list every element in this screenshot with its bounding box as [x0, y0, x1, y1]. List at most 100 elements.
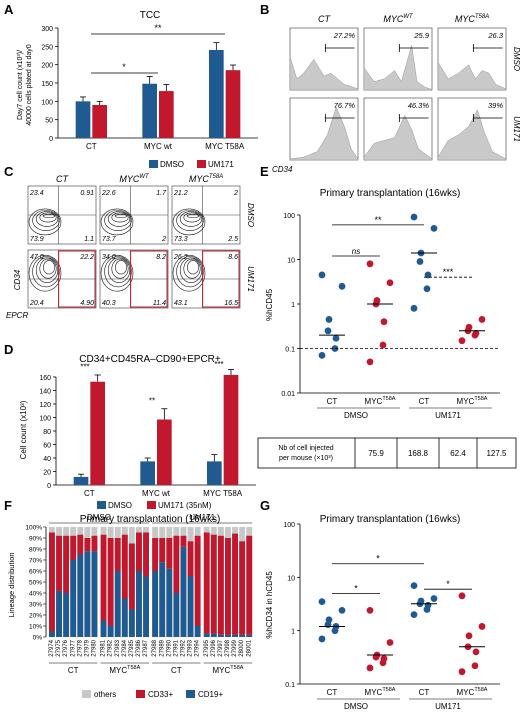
- contour-ring: [35, 257, 59, 283]
- x-tick-label: CT: [327, 688, 338, 697]
- contour-ring: [107, 211, 131, 227]
- y-tick-label: 90%: [29, 536, 42, 543]
- stack-cd33: [159, 538, 166, 563]
- mouse-id-label: 28000: [239, 639, 245, 656]
- y-tick-label: 100: [283, 213, 295, 220]
- gate-percent: 39%: [488, 101, 503, 110]
- data-point: [430, 224, 438, 232]
- histogram-area: [437, 61, 507, 91]
- stack-cd33: [107, 538, 114, 626]
- sig-label: ns: [352, 247, 360, 256]
- contour-ring: [187, 260, 199, 275]
- histogram-area: [437, 109, 507, 161]
- y-tick-label: 0.01: [281, 391, 295, 398]
- stack-cd33: [194, 535, 201, 626]
- panel-f-stacked-bars: Primary transplantation (16wks) 0% 10% 20%…: [7, 513, 252, 699]
- contour-ring: [111, 258, 129, 279]
- data-point: [458, 668, 466, 676]
- mouse-id-label: 27987: [143, 639, 149, 656]
- y-tick-label: 0%: [33, 635, 43, 642]
- stack-cd33: [56, 535, 62, 591]
- data-point: [379, 341, 387, 349]
- mouse-id-label: 27980: [92, 639, 98, 656]
- x-tick-label: MYCT58A: [365, 396, 396, 406]
- legend-swatch-dmso: [97, 501, 106, 509]
- x-tick-label: CT: [327, 397, 338, 406]
- data-point: [471, 662, 479, 670]
- quadrant-value-ll: 73.3: [174, 236, 188, 243]
- stack-cd33: [63, 535, 70, 593]
- panel-e-title: Primary transplantation (16wks): [320, 188, 461, 199]
- table-cell: 62.4: [450, 449, 466, 458]
- mouse-id-label: 27998: [225, 639, 231, 656]
- quadrant-value-lr: 1.1: [84, 236, 94, 243]
- panel-d-title: CD34+CD45RA–CD90+EPCR+: [79, 354, 221, 365]
- contour-ring: [104, 256, 132, 288]
- stack-cd33: [187, 541, 194, 577]
- legend-label: CD33+: [148, 690, 173, 699]
- x-tick-sup: T58A: [382, 687, 395, 693]
- y-tick-label: 140: [39, 389, 51, 396]
- y-tick-label: 0: [49, 136, 53, 143]
- contour-ring: [115, 213, 127, 219]
- x-tick-label: MYC T58A: [205, 142, 245, 151]
- data-point: [366, 664, 374, 672]
- sig-label: *: [446, 579, 450, 589]
- y-axis-label: %hCD34 in hCD45: [265, 571, 274, 639]
- legend-label: others: [94, 690, 116, 699]
- data-point: [325, 616, 333, 624]
- x-tick-sup: T58A: [474, 687, 487, 693]
- mouse-id-label: 27997: [218, 639, 224, 656]
- x-tick-label: CT: [84, 489, 95, 498]
- mouse-id-label: 27985: [129, 639, 135, 656]
- legend-swatch-um171: [147, 501, 156, 509]
- data-point: [325, 316, 333, 323]
- y-axis-label: Lineage distribution: [7, 552, 16, 617]
- y-tick-label: 60: [43, 443, 51, 450]
- gate-percent: 27.2%: [333, 31, 356, 40]
- y-tick-label: 20: [43, 470, 51, 477]
- column-header-sup: T58A: [475, 14, 489, 20]
- panel-letter-D: D: [4, 342, 13, 357]
- gate-percent: 76.7%: [334, 101, 356, 110]
- table-cell: 75.9: [368, 449, 384, 458]
- data-point: [366, 260, 374, 268]
- y-axis-label: %hCD45: [265, 288, 274, 321]
- y-tick-label: 50%: [29, 580, 42, 587]
- data-point: [366, 358, 374, 366]
- data-point: [458, 592, 466, 600]
- stack-cd19: [152, 571, 159, 637]
- data-point: [386, 639, 394, 646]
- stack-cd19: [187, 576, 194, 637]
- mouse-id-label: 27978: [77, 639, 83, 656]
- mouse-id-label: 27986: [136, 639, 142, 656]
- stack-cd19: [84, 551, 91, 637]
- panel-letter-B: B: [260, 2, 269, 17]
- y-axis-label: 40000 cells plated at day0: [26, 44, 33, 125]
- histogram-area: [289, 56, 359, 91]
- mouse-id-label: 27989: [159, 639, 165, 656]
- contour-ring: [100, 208, 134, 236]
- column-header-sup: WT: [403, 14, 414, 20]
- legend-swatch: [82, 690, 91, 698]
- stack-cd33: [217, 535, 224, 635]
- table-cell: 168.8: [408, 449, 429, 458]
- quadrant-value-lr: 11.4: [153, 300, 166, 307]
- stack-cd33: [100, 534, 107, 621]
- sig-label: ***: [214, 360, 223, 369]
- y-tick-label: 1: [291, 302, 295, 309]
- stack-cd33: [84, 538, 91, 552]
- y-tick-label: 40: [43, 456, 51, 463]
- data-point: [417, 597, 425, 605]
- gate-percent: 26.3: [487, 31, 503, 40]
- mouse-id-label: 27984: [122, 639, 128, 656]
- top-group-label: UM171: [189, 513, 215, 522]
- stack-cd33: [203, 532, 210, 634]
- stack-cd33: [49, 532, 55, 632]
- y-tick-label: 160: [39, 375, 51, 382]
- bar: [142, 83, 157, 138]
- y-tick-label: 10: [287, 575, 295, 582]
- stack-cd19: [180, 546, 187, 637]
- quadrant-value-ul: 21.2: [173, 190, 188, 197]
- data-point: [465, 632, 473, 640]
